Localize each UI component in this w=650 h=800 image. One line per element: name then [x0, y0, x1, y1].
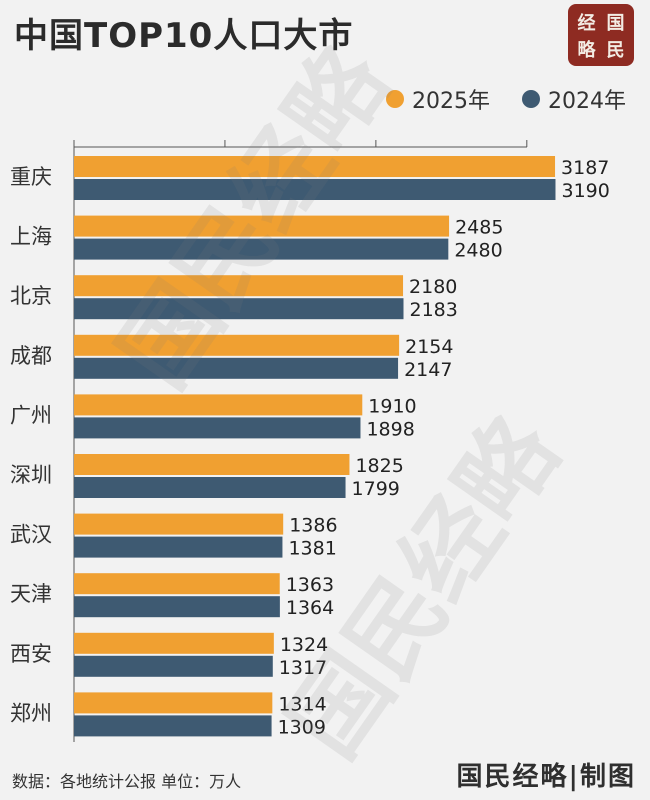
- data-label: 2154: [405, 336, 453, 358]
- logo-char: 民: [606, 39, 625, 61]
- legend-item-2025: 2025年: [386, 86, 490, 114]
- data-label: 1910: [368, 395, 416, 417]
- data-label: 2180: [409, 276, 457, 298]
- category-label: 上海: [10, 225, 52, 249]
- bar: [74, 596, 280, 618]
- chart-title: 中国TOP10人口大市: [14, 16, 354, 56]
- bar: [74, 417, 361, 439]
- bar: [74, 632, 274, 654]
- data-label: 1309: [278, 716, 326, 738]
- legend-label-2025: 2025年: [412, 89, 490, 114]
- bar: [74, 275, 404, 297]
- data-label: 1324: [280, 634, 328, 656]
- data-label: 1363: [286, 574, 334, 596]
- data-label: 1314: [278, 693, 326, 715]
- category-label: 西安: [10, 642, 52, 666]
- data-label: 2485: [455, 217, 503, 239]
- bar: [74, 215, 450, 237]
- bar: [74, 454, 350, 475]
- data-label: 1825: [355, 455, 403, 477]
- category-label: 郑州: [10, 701, 52, 725]
- legend-label-2024: 2024年: [548, 89, 626, 114]
- data-label: 3190: [561, 180, 609, 202]
- bar: [74, 513, 284, 535]
- bar: [74, 156, 556, 177]
- data-label: 1317: [279, 657, 327, 679]
- category-label: 重庆: [10, 165, 52, 189]
- bar: [74, 334, 400, 356]
- category-label: 成都: [10, 344, 52, 368]
- category-label: 北京: [10, 284, 52, 308]
- legend-item-2024: 2024年: [522, 86, 626, 114]
- data-label: 1364: [286, 597, 334, 619]
- data-label: 2183: [409, 299, 457, 321]
- bar: [74, 692, 273, 714]
- bar: [74, 536, 283, 558]
- footer-brand: 国民经略|制图: [456, 762, 636, 792]
- data-label: 1381: [288, 538, 336, 560]
- data-label: 1898: [366, 418, 414, 440]
- category-label: 深圳: [10, 463, 52, 487]
- data-source-note: 数据：各地统计公报 单位：万人: [12, 772, 242, 791]
- bar: [74, 298, 404, 320]
- data-label: 1386: [289, 515, 337, 537]
- logo-char: 经: [577, 12, 596, 34]
- category-label: 天津: [10, 582, 52, 606]
- category-label: 广州: [10, 403, 52, 427]
- data-label: 2147: [404, 359, 452, 381]
- brand-logo: 经 国 略 民: [568, 4, 634, 66]
- bar: [74, 573, 280, 595]
- bar: [74, 394, 363, 416]
- category-label: 武汉: [10, 523, 52, 547]
- bar: [74, 357, 399, 379]
- logo-char: 略: [577, 39, 596, 61]
- legend-swatch-2024: [522, 90, 540, 108]
- bar: [74, 655, 273, 677]
- bar: [74, 179, 556, 200]
- legend-swatch-2025: [386, 90, 404, 108]
- logo-char: 国: [606, 12, 625, 34]
- bar: [74, 715, 272, 737]
- bar: [74, 238, 449, 260]
- bar: [74, 477, 346, 498]
- data-label: 1799: [352, 478, 400, 500]
- data-label: 3187: [561, 157, 609, 179]
- data-label: 2480: [454, 240, 502, 262]
